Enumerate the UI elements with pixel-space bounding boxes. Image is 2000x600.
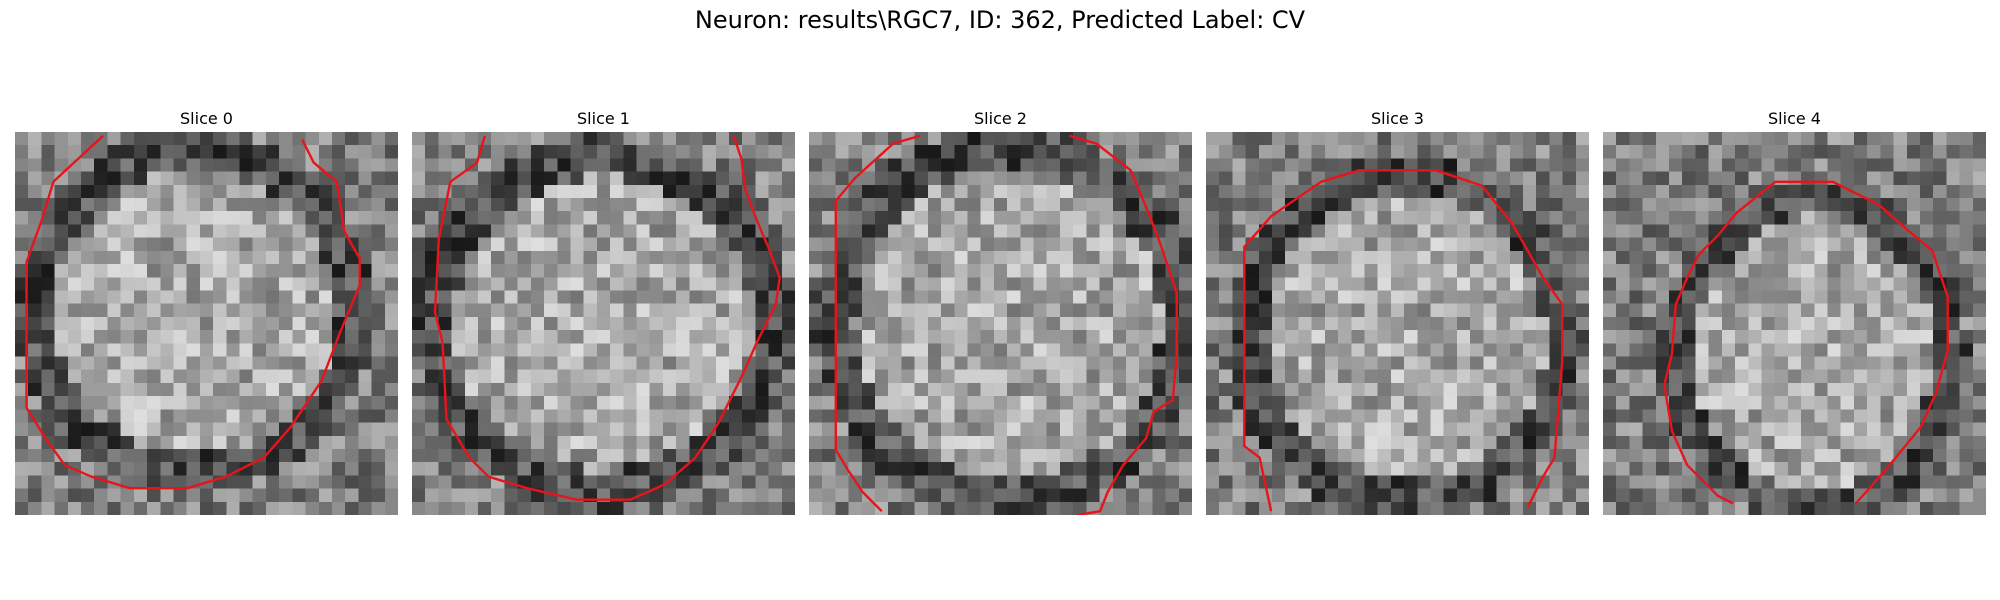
slice-panel-1: Slice 1 xyxy=(412,106,795,515)
segmentation-contour xyxy=(25,134,361,490)
segmentation-contour xyxy=(1663,180,1949,505)
segmentation-contour xyxy=(433,135,781,501)
segmentation-contour xyxy=(834,134,921,513)
slice-image xyxy=(809,132,1192,515)
slice-panel-3: Slice 3 xyxy=(1206,106,1589,515)
slice-panel-0: Slice 0 xyxy=(15,106,398,515)
slice-panel-4: Slice 4 xyxy=(1603,106,1986,515)
slice-title: Slice 3 xyxy=(1371,109,1424,128)
slice-image xyxy=(15,132,398,515)
slice-image xyxy=(412,132,795,515)
slice-title: Slice 4 xyxy=(1768,109,1821,128)
slice-title: Slice 1 xyxy=(577,109,630,128)
slice-title: Slice 2 xyxy=(974,109,1027,128)
segmentation-contour xyxy=(1069,134,1178,515)
slice-image xyxy=(1603,132,1986,515)
slice-panel-2: Slice 2 xyxy=(809,106,1192,515)
slice-image xyxy=(1206,132,1589,515)
segmentation-contour xyxy=(1243,169,1564,512)
slice-title: Slice 0 xyxy=(180,109,233,128)
figure-title: Neuron: results\RGC7, ID: 362, Predicted… xyxy=(694,6,1306,34)
